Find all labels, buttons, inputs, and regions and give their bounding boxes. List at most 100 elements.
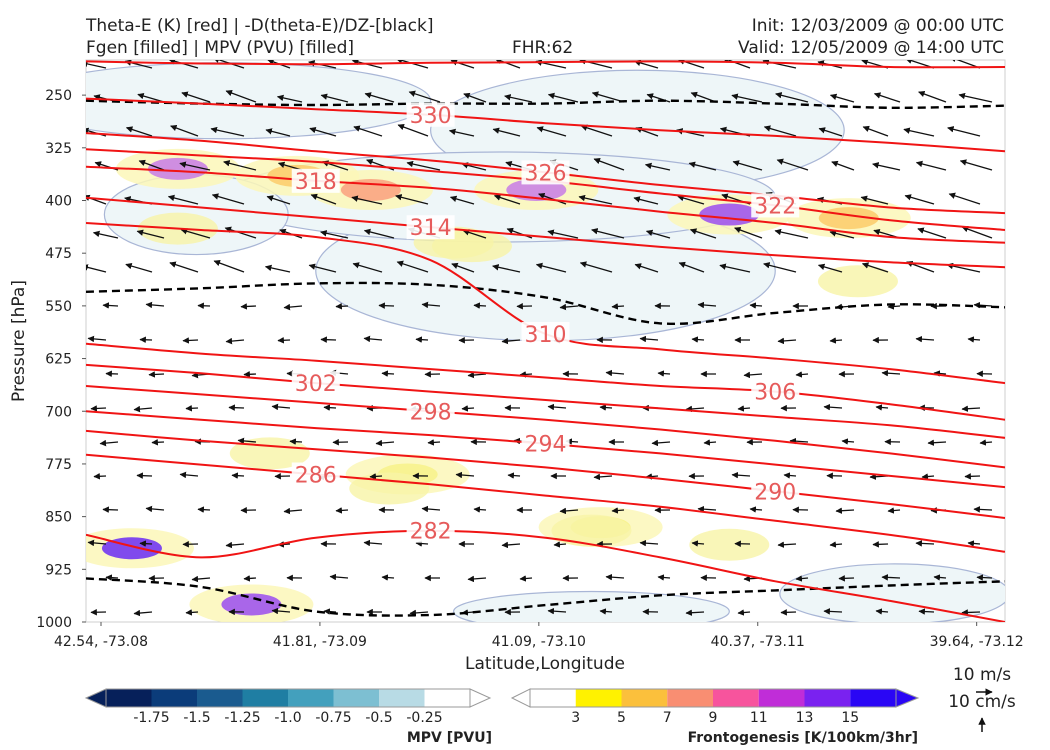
wind-vector-50 [536,126,567,137]
wind-vector-23 [225,89,257,103]
wind-vector-141 [145,301,165,309]
fgen-swatch-5 [758,689,805,707]
theta-e-label-bg-290 [751,479,800,504]
wind-vector-204 [271,403,291,411]
fgen-tick-7: 7 [663,710,672,726]
theta-e-contour-286 [86,453,1005,553]
wind-vector-115 [774,228,809,239]
fgen-core-4 [699,203,760,226]
wind-vector-178 [915,335,935,343]
theta-e-label-bg-294 [521,431,570,456]
mpv-swatch-4 [288,689,334,707]
theta-e-label-bg-286 [291,462,340,487]
wind-vector-339 [961,609,981,616]
wind-vector-61 [138,159,165,171]
y-tick-label-925: 925 [45,562,72,578]
mpv-tick-5: -0.5 [365,710,392,726]
fgen-swatch-2 [621,689,668,707]
wind-vector-334 [737,609,751,616]
wind-vector-86 [351,195,383,205]
theta-e-label-bg-310 [521,321,570,346]
wind-vector-120 [86,264,107,273]
x-tick-label-0: 42.54, -73.08 [54,634,148,650]
wind-vector-333 [685,609,705,616]
wind-vector-51 [580,124,613,137]
wind-vector-150 [559,303,579,311]
wind-vector-84 [266,195,291,205]
wind-vector-198 [933,370,947,377]
wind-vector-103 [224,226,257,239]
wind-vector-260 [102,506,119,513]
wind-vector-299 [967,540,981,547]
theta-e-label-294: 294 [525,433,567,458]
wind-vector-45 [309,126,337,137]
wind-vector-143 [240,303,257,310]
wind-vector-76 [831,160,855,171]
wind-vector-83 [211,193,245,205]
wind-vector-293 [691,540,705,547]
fgen-colorbar-extend-high [895,688,920,708]
wind-vector-197 [881,369,901,377]
wind-vector-124 [264,264,291,273]
fgen-swatch-6 [804,689,851,707]
wind-vector-77 [872,162,901,171]
wind-vector-85 [310,193,337,205]
wind-vector-305 [329,573,349,581]
mpv-tick-1: -1.5 [183,710,210,726]
wind-vector-202 [185,405,199,412]
wind-vector-274 [749,506,763,513]
wind-vector-67 [406,160,441,171]
vector-key-vertical: 10 cm/s [948,692,1016,712]
wind-vector-160 [87,335,107,343]
x-axis-label: Latitude,Longitude [465,654,625,674]
wind-vector-262 [197,506,211,513]
wind-vector-173 [691,336,705,343]
wind-vector-188 [467,371,487,379]
wind-vector-71 [593,157,625,171]
theta-e-contour-314 [86,196,1005,269]
wind-vector-147 [421,301,441,309]
wind-vector-163 [225,337,245,345]
fgen-tick-11: 11 [750,710,768,726]
wind-vector-270 [559,507,579,515]
fgen-swatch-4 [713,689,759,707]
wind-vector-62 [179,161,211,171]
theta-e-label-314: 314 [410,216,452,241]
mpv-tick-3: -1.0 [274,710,301,726]
wind-vector-114 [734,226,763,239]
theta-e-label-bg-282 [406,518,455,543]
wind-vector-121 [125,262,153,273]
theta-e-label-298: 298 [410,400,452,425]
y-tick-label-1000: 1000 [36,615,72,631]
wind-vector-295 [777,541,797,548]
wind-vector-26 [364,92,395,103]
wind-vector-290 [553,541,567,548]
wind-vector-36 [829,93,855,103]
theta-e-label-310: 310 [525,323,567,348]
fgen-colorbar-extend-low [510,688,531,708]
wind-vector-151 [611,303,625,310]
wind-vector-89 [493,194,521,205]
wind-vector-277 [887,507,901,514]
fgen-swatch-7 [850,689,896,707]
wind-vector-110 [547,229,579,239]
theta-e-label-330: 330 [410,104,452,129]
theta-e-contour-302 [86,363,1005,439]
wind-vector-35 [775,92,809,103]
wind-vector-286 [363,539,383,547]
wind-vector-289 [501,541,521,549]
wind-vector-192 [657,370,671,377]
wind-vector-112 [645,229,671,239]
wind-vector-315 [795,575,809,582]
x-tick-label-1: 41.81, -73.09 [273,634,367,650]
wind-vector-22 [181,91,211,103]
wind-vector-119 [961,225,993,239]
wind-vector-223 [237,437,257,445]
wind-vector-242 [179,471,199,479]
wind-vector-30 [547,92,579,103]
wind-vector-175 [777,337,797,345]
wind-vector-116 [829,230,855,239]
fgen-colorbar-frame [529,688,897,708]
theta-e-contour-290 [86,429,1005,519]
wind-vector-93 [677,194,705,205]
